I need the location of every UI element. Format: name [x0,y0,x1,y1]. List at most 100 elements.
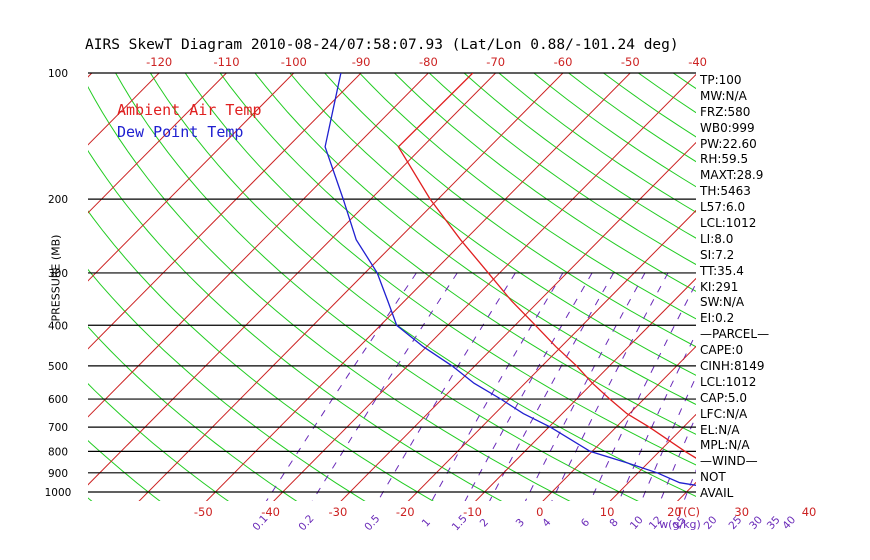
temp-tick-bottom: -50 [194,505,213,519]
dry-adiabat [0,0,32,509]
mixing-ratio-line [791,273,870,509]
stat-mpl: MPL:N/A [700,438,750,453]
stat-maxt: MAXT:28.9 [700,168,764,183]
pressure-tick-label: 300 [48,268,68,280]
temp-tick-top: -80 [419,55,438,69]
temp-tick-top: -50 [621,55,640,69]
dry-adiabat [463,73,696,239]
temp-tick-top: -100 [281,55,307,69]
temp-tick-bottom: -20 [396,505,415,519]
temp-tick-bottom: -40 [261,505,280,519]
pressure-tick-label: 100 [48,68,68,80]
mixing-ratio-line [758,273,849,509]
dry-adiabat [88,326,298,501]
stat-wb0: WB0:999 [700,120,755,135]
dry-adiabat [114,73,639,501]
chart-title: AIRS SkewT Diagram 2010-08-24/07:58:07.9… [85,37,679,53]
mixing-ratio-line [589,282,696,501]
y-axis-label: PRESSURE (MB) [49,234,63,322]
mixing-ratio-tick-label: 0.5 [362,513,382,533]
isotherm [205,73,631,501]
wind-avail: AVAIL [700,486,734,501]
stat-tt: TT:35.4 [700,263,744,278]
dry-adiabats [0,0,870,509]
temp-tick-bottom: 10 [600,505,615,519]
stat-ki: KI:291 [700,279,739,294]
dry-adiabat [602,73,696,138]
stat-rh: RH:59.5 [700,152,749,167]
mixing-ratio-line [775,273,863,509]
stat-parcel-lcl: LCL:1012 [700,374,757,389]
isotherms [88,73,696,501]
isobars: 100 200 300 400 500 600 700 800 900 1000 [45,68,696,499]
pressure-tick-label: 500 [48,361,68,373]
stat-frz: FRZ:580 [700,104,751,119]
stat-lcl: LCL:1012 [700,216,757,231]
mixing-ratio-line [311,272,458,501]
mixing-ratio-tick-label: 6 [579,516,593,529]
stat-li: LI:8.0 [700,231,734,246]
temp-tick-bottom: 30 [734,505,749,519]
mixing-ratio-tick-label: 3 [514,516,527,529]
mixing-ratio-line [659,415,696,501]
dew-point-temp-line [324,73,696,486]
dry-adiabat [88,383,229,501]
pressure-tick-label: 700 [48,422,68,434]
stat-th: TH:5463 [700,184,751,199]
isotherm [88,73,362,350]
temp-tick-top: -90 [352,55,371,69]
dry-adiabat [393,73,696,292]
mixing-ratio-tick-label: 40 [780,514,798,532]
sounding-indices-list: TP:100 MW:N/A FRZ:580 WB0:999 PW:22.60 R… [700,73,769,502]
isotherm [340,141,696,501]
dry-adiabat [149,73,696,497]
mixing-ratio-tick-label: 2 [478,516,491,529]
mixing-ratio-line [489,272,615,501]
isotherm [88,73,160,146]
dry-adiabat [184,73,696,466]
pressure-tick-label: 600 [48,394,68,406]
mixing-ratio-tick-label: 1 [420,516,433,529]
stat-tp: TP:100 [700,73,742,87]
isotherm [475,277,696,501]
profile-series [324,73,696,486]
wind-not: NOT [700,470,726,485]
isotherm [88,73,430,418]
stat-pw: PW:22.60 [700,136,757,151]
stat-ei: EI:0.2 [700,311,735,326]
dry-adiabat [289,73,696,376]
temp-tick-top: -40 [688,55,707,69]
dry-adiabat [88,85,571,501]
legend-dew-point-temp: Dew Point Temp [117,123,244,141]
temp-unit-label: T(C) [675,505,700,519]
wind-header: —WIND— [700,454,758,469]
temp-tick-top: -60 [554,55,573,69]
dry-adiabat [254,73,696,406]
dry-adiabat [827,0,870,509]
mixing-ratio-line [431,272,564,501]
isotherm [542,345,696,501]
temp-tick-bottom: -30 [329,505,348,519]
mixing-ratio-tick-label: 30 [747,514,765,532]
pressure-tick-label: 200 [48,194,68,206]
mixing-ratio-tick-label: 0.2 [296,513,316,533]
mixing-ratio-tick-label: 10 [628,514,646,532]
mixing-ratio-tick-label: 20 [702,514,720,532]
mixing-ratio-line [377,272,516,501]
pressure-tick-label: 400 [48,320,68,332]
dry-adiabat [797,0,870,509]
dry-adiabat [88,268,366,501]
mixing-ratio-line [464,272,593,501]
dry-adiabat [88,149,503,501]
legend-ambient-air-temp: Ambient Air Temp [117,101,262,119]
pressure-tick-label: 900 [48,468,68,480]
pressure-tick-label: 800 [48,446,68,458]
stat-cap: CAP:5.0 [700,390,747,405]
isotherm [407,209,696,501]
stat-cinh: CINH:8149 [700,359,765,374]
dry-adiabat [88,210,434,501]
isotherm [273,73,696,501]
temp-tick-bottom: 0 [536,505,543,519]
parcel-header: —PARCEL— [700,327,770,342]
